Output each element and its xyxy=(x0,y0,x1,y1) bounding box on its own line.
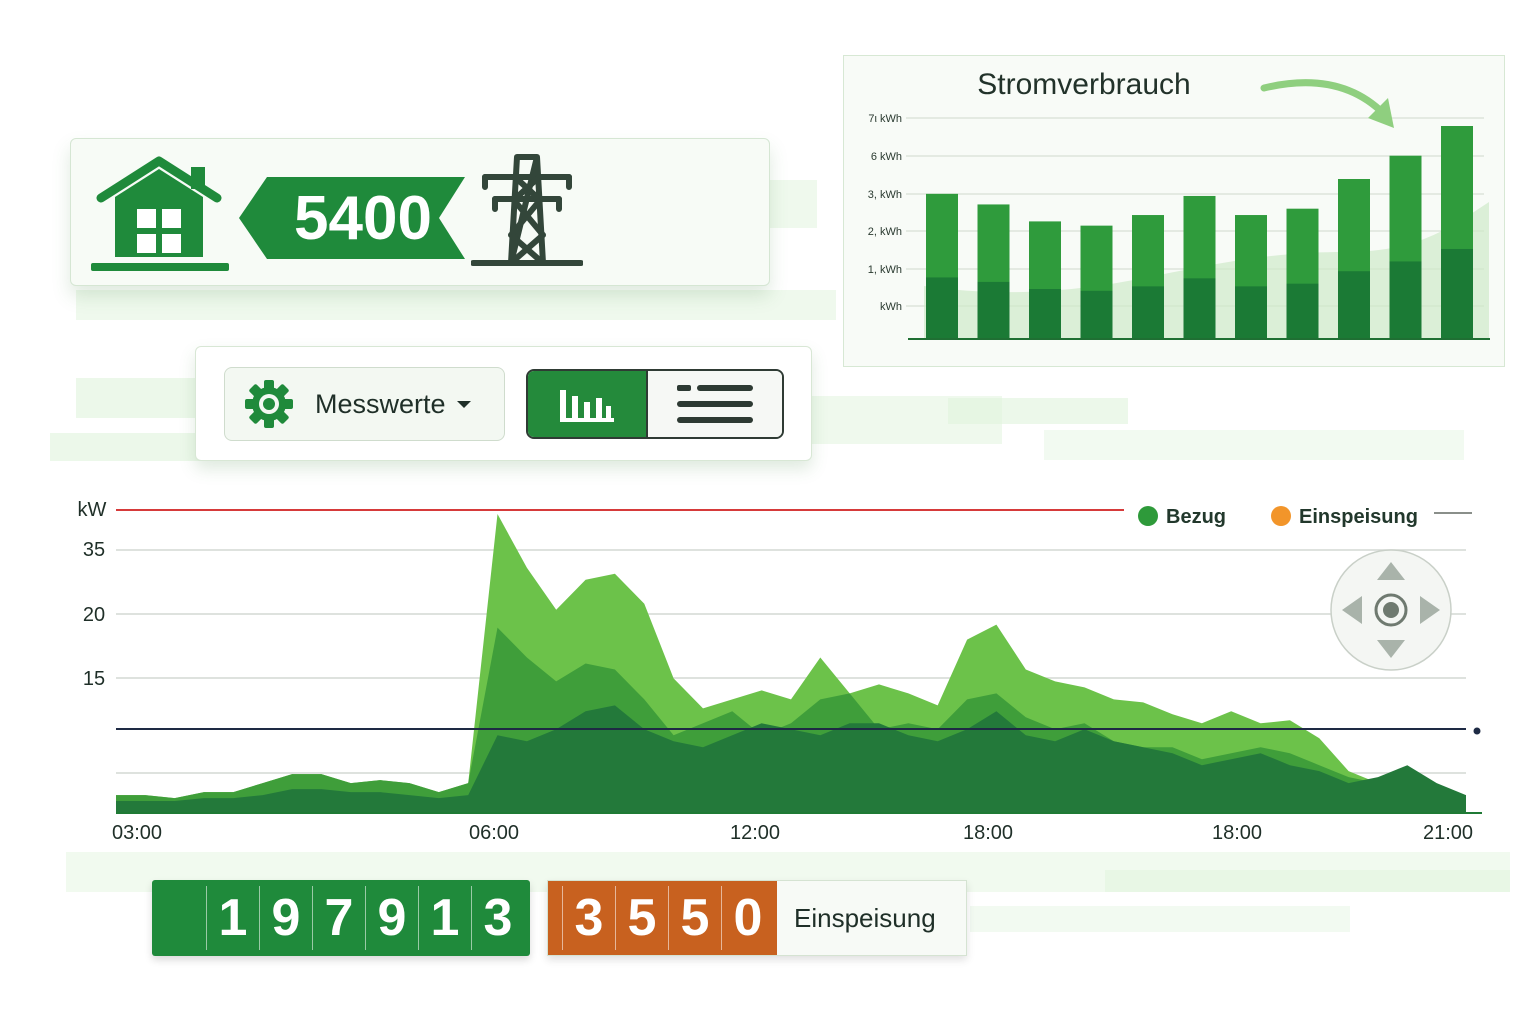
arrow-down-icon xyxy=(1377,640,1405,658)
counter-digit: 5 xyxy=(615,886,668,950)
power-area-chart: kW 35 20 15 03:00 06:00 12:00 18:00 18:00 21:00 Be… xyxy=(78,499,1482,844)
legend-label: Einspeisung xyxy=(1299,506,1418,528)
decorative-streak xyxy=(1044,430,1464,460)
consumption-y-tick: 7ι kWh xyxy=(868,113,902,125)
area-series xyxy=(116,705,1466,813)
center-dot-icon xyxy=(1383,602,1399,618)
counter-digit: 0 xyxy=(721,886,774,950)
legend-swatch xyxy=(1271,506,1291,526)
consumption-title: Stromverbrauch xyxy=(977,68,1191,101)
trend-arrow-head-icon xyxy=(1368,98,1394,128)
legend-swatch xyxy=(1138,506,1158,526)
reference-line-end xyxy=(1473,727,1481,735)
x-tick-label: 21:00 xyxy=(1423,822,1473,844)
consumption-bar-base xyxy=(1235,286,1267,338)
decorative-streak xyxy=(970,906,1350,932)
counter-digit: 9 xyxy=(259,886,312,950)
counter-digit: 7 xyxy=(312,886,365,950)
x-tick-label: 03:00 xyxy=(112,822,162,844)
consumption-bar-base xyxy=(1441,248,1473,338)
arrow-right-icon xyxy=(1420,596,1440,624)
counter-digit: 5 xyxy=(668,886,721,950)
counter-digit: 9 xyxy=(365,886,418,950)
consumption-y-tick: 6 kWh xyxy=(871,151,902,163)
counter-digit: 3 xyxy=(562,886,615,950)
power-tower-icon xyxy=(471,154,583,266)
chevron-down-icon xyxy=(456,401,471,408)
counter-digit: 3 xyxy=(471,886,524,950)
list-view-button[interactable] xyxy=(646,371,782,437)
view-toggle xyxy=(526,369,784,439)
counter-digit: 1 xyxy=(418,886,471,950)
decorative-streak xyxy=(50,433,200,461)
consumption-y-tick: 1, kWh xyxy=(868,264,902,276)
arrow-left-icon xyxy=(1342,596,1362,624)
consumption-bar-base xyxy=(1286,283,1319,338)
power-status-card: 5400 xyxy=(70,138,770,286)
consumption-bar-base xyxy=(1080,290,1113,338)
consumption-bar-base xyxy=(977,281,1010,338)
list-icon xyxy=(677,385,753,423)
trend-arrow-icon xyxy=(1260,79,1388,118)
consumption-y-tick: kWh xyxy=(880,301,902,313)
feedin-label: Einspeisung xyxy=(794,902,936,933)
house-icon xyxy=(91,156,229,271)
gear-icon xyxy=(245,380,293,428)
area-series xyxy=(116,514,1466,813)
pan-control[interactable] xyxy=(1330,549,1452,671)
consumption-bar-base xyxy=(1029,289,1061,338)
decorative-streak xyxy=(76,378,196,418)
power-value: 5400 xyxy=(294,183,432,253)
consumption-bar-base xyxy=(926,277,958,338)
x-tick-label: 12:00 xyxy=(730,822,780,844)
y-axis-label: kW xyxy=(78,499,107,521)
consumption-bar-base xyxy=(1338,271,1370,338)
arrow-up-icon xyxy=(1377,562,1405,580)
legend-label: Bezug xyxy=(1166,506,1226,528)
bar-chart-view-button[interactable] xyxy=(528,371,646,437)
center-target-icon xyxy=(1374,593,1408,627)
controls-card: Messwerte xyxy=(195,346,812,461)
measurement-dropdown[interactable]: Messwerte xyxy=(224,367,505,441)
consumption-bar-base xyxy=(1183,278,1216,338)
x-tick-label: 06:00 xyxy=(469,822,519,844)
x-tick-label: 18:00 xyxy=(1212,822,1262,844)
value-tag xyxy=(239,177,465,259)
decorative-streak xyxy=(76,290,836,320)
counter-digit: 1 xyxy=(206,886,259,950)
y-tick-label: 15 xyxy=(83,668,105,690)
consumption-card: 7ι kWh 6 kWh 3, kWh 2, kWh 1, kWh kWh Stromve… xyxy=(843,55,1505,367)
consumption-bar-base xyxy=(1132,286,1164,338)
consumption-chart: 7ι kWh 6 kWh 3, kWh 2, kWh 1, kWh kWh xyxy=(868,79,1490,340)
y-tick-label: 35 xyxy=(83,539,105,561)
consumption-y-tick: 2, kWh xyxy=(868,226,902,238)
decorative-streak xyxy=(948,398,1128,424)
consumption-bar-base xyxy=(1389,261,1422,338)
measurement-label: Messwerte xyxy=(315,388,446,419)
decorative-streak xyxy=(1105,870,1510,892)
consumption-y-tick: 3, kWh xyxy=(868,189,902,201)
y-tick-label: 20 xyxy=(83,604,105,626)
bar-chart-icon xyxy=(560,390,614,422)
x-tick-label: 18:00 xyxy=(963,822,1013,844)
